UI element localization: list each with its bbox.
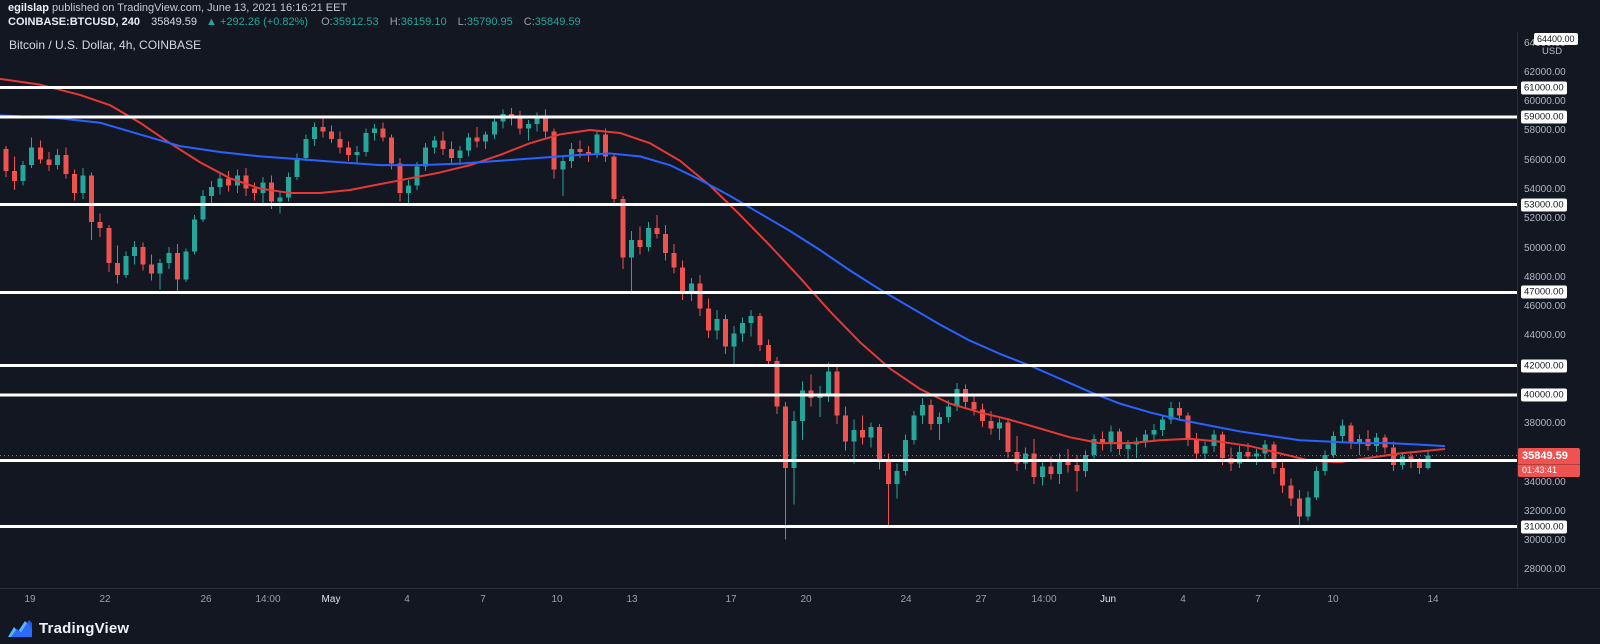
price-axis-label: 38000.00 (1524, 418, 1566, 430)
price-axis-label: 58000.00 (1524, 125, 1566, 137)
candlestick-chart[interactable] (0, 32, 1517, 588)
pane-title: Bitcoin / U.S. Dollar, 4h, COINBASE (9, 38, 202, 52)
time-axis-label: Jun (1099, 594, 1117, 605)
price-axis-label: 52000.00 (1524, 213, 1566, 225)
time-axis-label: 22 (99, 594, 111, 605)
bar-close-countdown: 01:43:41 (1518, 463, 1580, 477)
time-axis-label: 26 (200, 594, 212, 605)
time-axis-label: 10 (551, 594, 563, 605)
candles-layer (3, 108, 1431, 540)
high-label: H: (389, 16, 401, 28)
currency-toggle-usd[interactable]: USD (1542, 46, 1563, 57)
level-price-label: 31000.00 (1521, 520, 1567, 534)
time-axis-label: 17 (725, 594, 737, 605)
high-value: 36159.10 (400, 16, 447, 28)
time-axis-label: 14:00 (255, 594, 281, 605)
moving-averages-layer (0, 77, 1446, 464)
price-axis-label: 28000.00 (1524, 564, 1566, 576)
open-value: 35912.53 (332, 16, 379, 28)
level-price-label: 59000.00 (1521, 110, 1567, 124)
tradingview-logo-icon[interactable] (8, 619, 32, 637)
level-lines-layer (0, 86, 1517, 529)
low-label: L: (457, 16, 467, 28)
time-axis-label: 4 (404, 594, 410, 605)
price-axis-label: 56000.00 (1524, 154, 1566, 166)
time-axis-label: 13 (626, 594, 638, 605)
publisher-username: egilslap (8, 2, 49, 14)
time-axis-label: 19 (24, 594, 36, 605)
level-price-label: 47000.00 (1521, 285, 1567, 299)
ma-line (0, 114, 1446, 448)
close-label: C: (523, 16, 535, 28)
level-price-label: 40000.00 (1521, 388, 1567, 402)
chart-pane[interactable]: Bitcoin / U.S. Dollar, 4h, COINBASE (0, 32, 1517, 588)
price-axis-label: 60000.00 (1524, 96, 1566, 108)
price-axis-label: 30000.00 (1524, 535, 1566, 547)
low-value: 35790.95 (466, 16, 513, 28)
symbol-status-line: COINBASE:BTCUSD, 240 35849.59 ▲ +292.26 … (8, 16, 581, 28)
level-price-label: 42000.00 (1521, 359, 1567, 373)
current-price-value: 35849.59 (1522, 449, 1568, 462)
price-axis-label: 46000.00 (1524, 301, 1566, 313)
time-axis-label: 14:00 (1031, 594, 1057, 605)
last-price: 35849.59 (151, 16, 197, 28)
symbol-name: COINBASE:BTCUSD, 240 (8, 16, 141, 28)
level-price-label: 53000.00 (1521, 198, 1567, 212)
price-axis-label: 32000.00 (1524, 505, 1566, 517)
price-axis-label: 48000.00 (1524, 271, 1566, 283)
price-axis-label: 54000.00 (1524, 184, 1566, 196)
watermark-bar: TradingView (0, 612, 1600, 644)
time-axis-label: 10 (1327, 594, 1339, 605)
publish-info-text: published on TradingView.com, June 13, 2… (48, 2, 348, 14)
time-axis-label: 4 (1180, 594, 1186, 605)
time-axis[interactable]: 19 22 26 14:00 May 4 7 10 13 17 20 24 27 14:00 Jun 4 7 10… (0, 588, 1600, 613)
time-axis-label: May (321, 594, 341, 605)
time-axis-label: 27 (975, 594, 987, 605)
price-axis-label: 62000.00 (1524, 66, 1566, 78)
open-label: O: (321, 16, 333, 28)
price-axis-label: 44000.00 (1524, 330, 1566, 342)
publish-info-line: egilslap published on TradingView.com, J… (8, 2, 347, 14)
close-value: 35849.59 (534, 16, 581, 28)
time-axis-label: 14 (1427, 594, 1439, 605)
time-axis-label: 24 (900, 594, 912, 605)
ma-line (0, 77, 1446, 464)
current-price-badge: 35849.59 01:43:41 (1518, 447, 1580, 477)
price-axis-label: 50000.00 (1524, 242, 1566, 254)
price-change: ▲ +292.26 (+0.82%) (206, 16, 309, 28)
time-axis-label: 20 (800, 594, 812, 605)
clamped-level-label: 64400.00 (1534, 33, 1578, 45)
level-price-label: 61000.00 (1521, 81, 1567, 95)
time-axis-label: 7 (480, 594, 486, 605)
tradingview-wordmark[interactable]: TradingView (39, 619, 130, 637)
price-axis-label: 34000.00 (1524, 476, 1566, 488)
time-axis-label: 7 (1255, 594, 1261, 605)
price-axis[interactable]: 64400.00 USD 35849.59 01:43:41 64000.006… (1517, 32, 1600, 588)
